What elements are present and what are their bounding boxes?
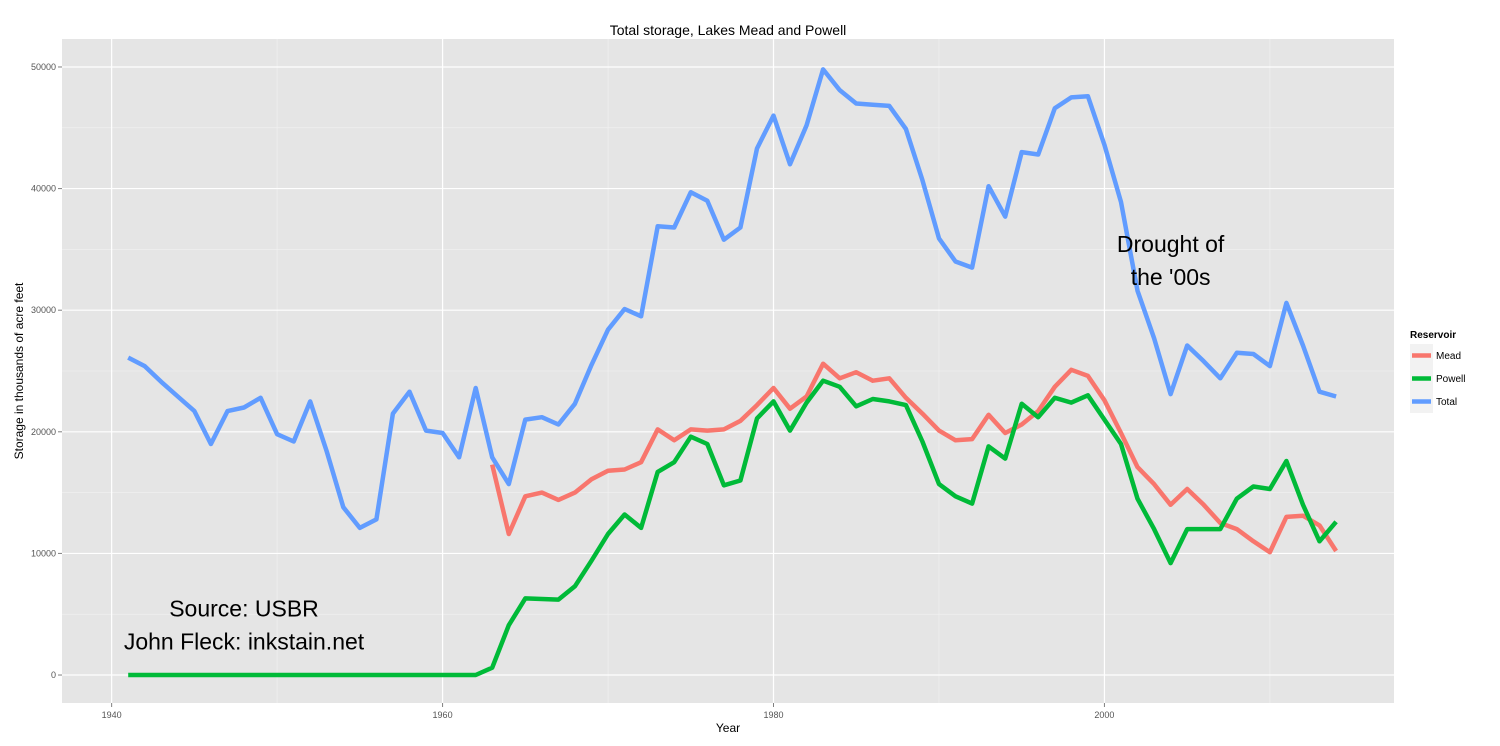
y-tick-label: 0 bbox=[51, 670, 56, 680]
y-tick-label: 50000 bbox=[31, 62, 56, 72]
y-tick-label: 10000 bbox=[31, 548, 56, 558]
x-axis-title: Year bbox=[716, 721, 740, 735]
y-tick-label: 40000 bbox=[31, 184, 56, 194]
y-axis-title: Storage in thousands of acre feet bbox=[12, 282, 26, 459]
x-tick-label: 1960 bbox=[433, 710, 453, 720]
series-line-mead bbox=[490, 361, 1338, 555]
grid-minor bbox=[62, 39, 1394, 703]
chart-title: Total storage, Lakes Mead and Powell bbox=[610, 22, 847, 38]
y-axis: 0 10000 20000 30000 40000 50000 bbox=[31, 62, 62, 680]
annotation-line: Source: USBR bbox=[169, 596, 319, 622]
grid-major bbox=[62, 39, 1394, 703]
x-tick-label: 2000 bbox=[1094, 710, 1114, 720]
annotation-layer: Drought of the '00s Source: USBR John Fleck… bbox=[124, 231, 1225, 655]
series-line-powell bbox=[128, 378, 1338, 678]
y-tick-label: 20000 bbox=[31, 427, 56, 437]
x-tick-label: 1940 bbox=[102, 710, 122, 720]
y-tick-label: 30000 bbox=[31, 305, 56, 315]
x-axis: 1940 1960 1980 2000 bbox=[102, 703, 1114, 720]
legend-label: Total bbox=[1436, 397, 1457, 408]
annotation-line: John Fleck: inkstain.net bbox=[124, 629, 365, 655]
annotation-line: the '00s bbox=[1131, 264, 1211, 290]
legend-label: Mead bbox=[1436, 351, 1461, 362]
legend-entries: Mead Powell Total bbox=[1410, 344, 1465, 413]
legend-title: Reservoir bbox=[1410, 330, 1456, 341]
legend-label: Powell bbox=[1436, 374, 1465, 385]
annotation-1: Drought of the '00s bbox=[1117, 231, 1225, 290]
annotation-2: Source: USBR John Fleck: inkstain.net bbox=[124, 596, 365, 655]
legend: Reservoir Mead Powell Total bbox=[1410, 330, 1465, 413]
annotation-line: Drought of bbox=[1117, 231, 1225, 257]
series-line-total bbox=[127, 67, 1337, 531]
x-tick-label: 1980 bbox=[763, 710, 783, 720]
series-layer bbox=[127, 67, 1338, 678]
